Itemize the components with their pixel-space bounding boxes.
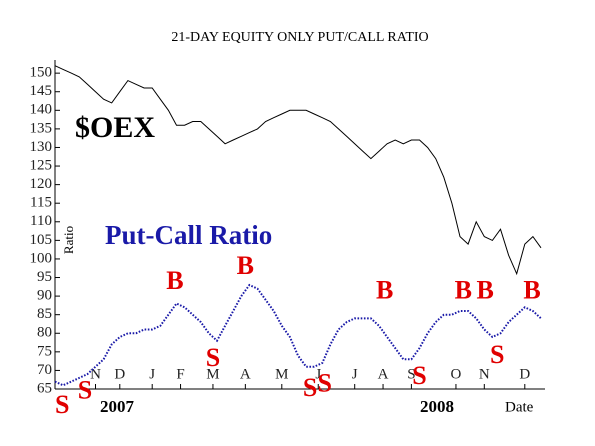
- signal-label: S: [490, 340, 504, 369]
- x-tick-label: D: [519, 366, 530, 382]
- y-axis-label: Ratio: [61, 226, 76, 254]
- y-tick-label: 80: [37, 325, 52, 341]
- y-tick-label: 105: [30, 232, 53, 248]
- ratio-label: Put-Call Ratio: [105, 220, 272, 250]
- x-axis-label: Date: [505, 399, 534, 415]
- x-tick-label: J: [149, 366, 155, 382]
- y-tick-label: 75: [37, 343, 52, 359]
- series-line: [54, 283, 542, 387]
- x-tick-label: M: [275, 366, 288, 382]
- oex-label: $OEX: [75, 111, 155, 144]
- signal-label: S: [412, 361, 426, 390]
- signal-label: B: [455, 275, 472, 304]
- x-tick-label: N: [479, 366, 490, 382]
- y-tick-label: 135: [30, 120, 53, 136]
- y-tick-label: 130: [30, 139, 53, 155]
- x-tick-label: S: [407, 366, 415, 382]
- x-tick-label: A: [378, 366, 389, 382]
- signal-label: B: [523, 275, 540, 304]
- x-tick-label: D: [114, 366, 125, 382]
- y-tick-label: 95: [37, 269, 52, 285]
- y-tick-label: 150: [30, 65, 53, 81]
- x-tick-label: J: [315, 366, 321, 382]
- year-label: 2008: [420, 397, 454, 416]
- signal-label: S: [78, 376, 92, 405]
- x-tick-label: O: [451, 366, 462, 382]
- y-tick-label: 120: [30, 176, 53, 192]
- signal-label: B: [376, 275, 393, 304]
- x-tick-label: A: [240, 366, 251, 382]
- signal-label: S: [206, 343, 220, 372]
- x-tick-label: F: [176, 366, 184, 382]
- signal-label: B: [166, 266, 183, 295]
- signal-label: B: [237, 251, 254, 280]
- signal-label: S: [303, 373, 317, 402]
- y-tick-label: 65: [37, 380, 52, 396]
- x-tick-label: M: [206, 366, 219, 382]
- y-tick-label: 125: [30, 157, 53, 173]
- year-label: 2007: [100, 397, 135, 416]
- x-tick-label: J: [352, 366, 358, 382]
- signal-label: B: [476, 275, 493, 304]
- y-tick-label: 100: [30, 250, 53, 266]
- x-tick-label: N: [90, 366, 101, 382]
- series-line: [54, 65, 542, 276]
- y-tick-label: 140: [30, 102, 53, 118]
- signal-label: S: [55, 390, 69, 419]
- y-tick-label: 90: [37, 288, 52, 304]
- y-tick-label: 115: [30, 195, 52, 211]
- y-tick-label: 145: [30, 83, 53, 99]
- y-tick-label: 85: [37, 306, 52, 322]
- signal-label: S: [317, 368, 331, 397]
- y-tick-label: 70: [37, 362, 52, 378]
- chart-title: 21-DAY EQUITY ONLY PUT/CALL RATIO: [171, 30, 428, 45]
- y-tick-label: 110: [30, 213, 52, 229]
